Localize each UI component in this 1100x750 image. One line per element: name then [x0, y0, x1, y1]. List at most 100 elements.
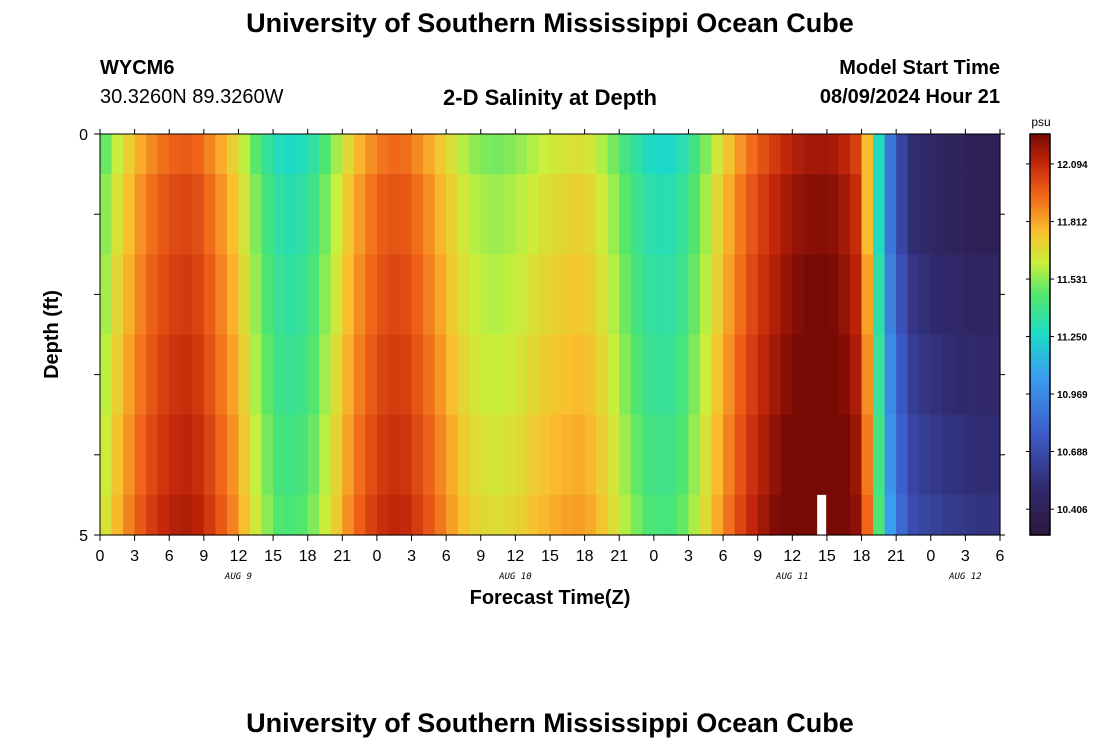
heatmap-cell — [123, 494, 136, 536]
heatmap-cell — [700, 414, 713, 496]
heatmap-cell — [688, 414, 701, 496]
colorbar-segment — [1030, 394, 1050, 399]
heatmap-cell — [550, 334, 563, 416]
heatmap-cell — [873, 334, 886, 416]
colorbar-segment — [1030, 381, 1050, 386]
heatmap-cell — [676, 414, 690, 496]
heatmap-cell — [411, 494, 424, 536]
heatmap-cell — [746, 494, 759, 536]
heatmap-cell — [169, 494, 182, 536]
heatmap-cell — [180, 174, 193, 255]
x-tick-label: 21 — [887, 548, 905, 565]
heatmap-cell — [596, 254, 609, 336]
heatmap-cell — [376, 134, 390, 175]
heatmap-cell — [157, 134, 170, 175]
colorbar-segment — [1030, 511, 1050, 516]
colorbar-segment — [1030, 491, 1050, 496]
heatmap-cell — [850, 174, 863, 255]
heatmap-cell — [850, 414, 863, 496]
heatmap-cell — [215, 414, 228, 496]
heatmap-cell — [538, 254, 551, 336]
colorbar-segment — [1030, 250, 1050, 255]
heatmap-cell — [388, 134, 401, 175]
heatmap-cell — [550, 174, 563, 255]
x-tick-label: 12 — [506, 548, 524, 565]
heatmap-cell — [907, 254, 920, 336]
heatmap-cell — [526, 414, 540, 496]
heatmap-cell — [573, 134, 586, 175]
heatmap-cell — [503, 174, 516, 255]
heatmap-cell — [850, 494, 863, 536]
x-tick-label: 15 — [541, 548, 559, 565]
colorbar-segment — [1030, 180, 1050, 185]
y-tick-label: 5 — [79, 528, 88, 545]
heatmap-cell — [584, 174, 597, 255]
heatmap-cell — [803, 494, 816, 536]
heatmap-cell — [561, 334, 574, 416]
heatmap-cell — [538, 494, 551, 536]
heatmap-cell — [330, 414, 343, 496]
heatmap-cell — [319, 254, 332, 336]
colorbar-segment — [1030, 164, 1050, 169]
heatmap-cell — [180, 334, 193, 416]
x-tick-label: 3 — [130, 548, 139, 565]
heatmap-cell — [953, 334, 966, 416]
heatmap-cell — [457, 254, 470, 336]
heatmap-cell — [480, 494, 493, 536]
heatmap-cell — [861, 134, 874, 175]
heatmap-cell — [157, 414, 170, 496]
heatmap-cell — [700, 134, 713, 175]
heatmap-cell — [734, 174, 747, 255]
missing-data-cell — [817, 494, 827, 535]
heatmap-cell — [261, 494, 274, 536]
colorbar-segment — [1030, 271, 1050, 275]
heatmap-cell — [676, 254, 690, 336]
heatmap-cell — [376, 334, 390, 416]
heatmap-cell — [480, 254, 493, 336]
heatmap-cell — [146, 254, 159, 336]
heatmap-cell — [607, 334, 620, 416]
heatmap-cell — [423, 254, 436, 336]
colorbar-segment — [1030, 220, 1050, 225]
heatmap-cell — [665, 134, 678, 175]
colorbar-segment — [1030, 468, 1050, 473]
heatmap-cell — [838, 414, 851, 496]
heatmap-cell — [192, 254, 205, 336]
heatmap-cell — [584, 494, 597, 536]
heatmap-cell — [953, 134, 966, 175]
heatmap-cell — [169, 414, 182, 496]
heatmap-cell — [976, 494, 990, 536]
heatmap-cells — [100, 134, 1001, 536]
heatmap-cell — [215, 134, 228, 175]
colorbar-segment — [1030, 341, 1050, 346]
colorbar-segment — [1030, 137, 1050, 142]
heatmap-cell — [561, 254, 574, 336]
heatmap-cell — [250, 254, 263, 336]
colorbar-segment — [1030, 311, 1050, 316]
heatmap-cell — [353, 134, 366, 175]
heatmap-cell — [307, 254, 320, 336]
heatmap-cell — [630, 494, 643, 536]
colorbar-segment — [1030, 177, 1050, 182]
x-tick-label: 6 — [996, 548, 1005, 565]
heatmap-cell — [896, 334, 909, 416]
heatmap-cell — [376, 414, 390, 496]
heatmap-cell — [688, 334, 701, 416]
heatmap-cell — [411, 414, 424, 496]
heatmap-cell — [826, 414, 840, 496]
heatmap-cell — [919, 134, 932, 175]
x-tick-label: 0 — [96, 548, 105, 565]
heatmap-cell — [457, 414, 470, 496]
heatmap-cell — [746, 174, 759, 255]
heatmap-cell — [515, 414, 528, 496]
heatmap-cell — [815, 174, 828, 255]
heatmap-cell — [584, 414, 597, 496]
colorbar-segment — [1030, 404, 1050, 409]
colorbar-tick-label: 12.094 — [1057, 160, 1088, 171]
heatmap-cell — [215, 174, 228, 255]
colorbar-segment — [1030, 454, 1050, 459]
heatmap-cell — [769, 414, 782, 496]
heatmap-cell — [769, 254, 782, 336]
heatmap-cell — [896, 174, 909, 255]
heatmap-cell — [700, 174, 713, 255]
